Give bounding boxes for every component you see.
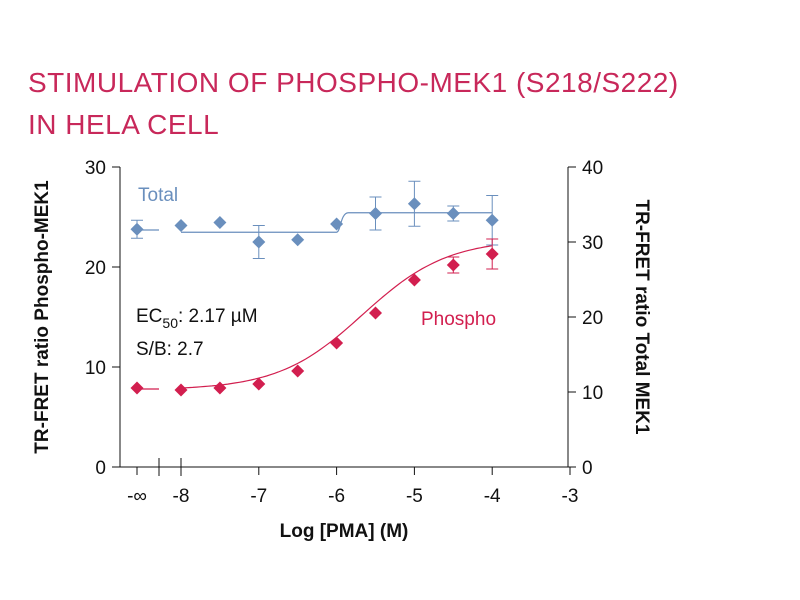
total-data-point xyxy=(130,222,144,236)
phospho-data-point xyxy=(174,383,188,397)
y-right-tick-label: 30 xyxy=(582,233,603,254)
chart-title-line-2: IN HELA CELL xyxy=(28,109,220,140)
phospho-data-point xyxy=(446,258,460,272)
x-tick-label: -5 xyxy=(406,486,423,507)
phospho-series-label: Phospho xyxy=(421,309,496,330)
phospho-data-point xyxy=(407,273,421,287)
y-axis-right-title: TR-FRET ratio Total MEK1 xyxy=(631,199,652,434)
ec50-annotation: EC50: 2.17 µM xyxy=(136,306,258,331)
total-data-point xyxy=(174,219,188,232)
total-data-point xyxy=(291,233,305,247)
y-axis-left-title: TR-FRET ratio Phospho-MEK1 xyxy=(32,180,53,454)
y-left-tick-label: 30 xyxy=(85,158,106,179)
phospho-data-point xyxy=(330,336,344,350)
y-left-tick-label: 10 xyxy=(85,358,106,379)
y-left-tick-label: 20 xyxy=(85,258,106,279)
x-tick-label: -∞ xyxy=(127,486,147,507)
x-tick-label: -8 xyxy=(173,486,190,507)
chart-labels: EC50: 2.17 µM S/B: 2.7 Total Phospho xyxy=(136,185,496,360)
phospho-data-point xyxy=(369,306,382,320)
chart-title-line-1: STIMULATION OF PHOSPHO-MEK1 (S218/S222) xyxy=(28,67,679,98)
sb-annotation: S/B: 2.7 xyxy=(136,339,204,360)
x-tick-label: -3 xyxy=(562,486,579,507)
total-series-label: Total xyxy=(138,185,178,206)
total-data-point xyxy=(252,235,266,249)
data-points xyxy=(130,180,499,397)
phospho-data-point xyxy=(252,377,266,391)
chart-title: STIMULATION OF PHOSPHO-MEK1 (S218/S222) … xyxy=(28,62,768,146)
total-data-point xyxy=(407,197,421,211)
phospho-data-point xyxy=(485,247,499,261)
phospho-data-point xyxy=(291,364,305,378)
chart-axes: 0 10 20 30 0 10 20 30 40 -∞ -8 -7 -6 -5 -4 -3 Log [PMA] … xyxy=(32,158,652,542)
total-data-point xyxy=(485,213,499,227)
x-axis-title: Log [PMA] (M) xyxy=(280,521,409,542)
total-fit-curve xyxy=(137,212,493,233)
y-right-tick-label: 40 xyxy=(582,158,603,179)
fit-curves xyxy=(137,212,493,390)
y-right-tick-label: 10 xyxy=(582,383,603,404)
y-left-tick-label: 0 xyxy=(95,458,106,479)
total-data-point xyxy=(446,207,460,220)
phospho-data-point xyxy=(130,381,144,395)
y-right-tick-label: 20 xyxy=(582,308,603,329)
total-data-point xyxy=(330,217,344,231)
x-tick-label: -7 xyxy=(250,486,267,507)
total-data-point xyxy=(369,207,382,220)
y-right-tick-label: 0 xyxy=(582,458,593,479)
phospho-data-point xyxy=(213,381,227,395)
x-tick-label: -6 xyxy=(328,486,345,507)
total-data-point xyxy=(213,216,227,229)
x-tick-label: -4 xyxy=(484,486,501,507)
